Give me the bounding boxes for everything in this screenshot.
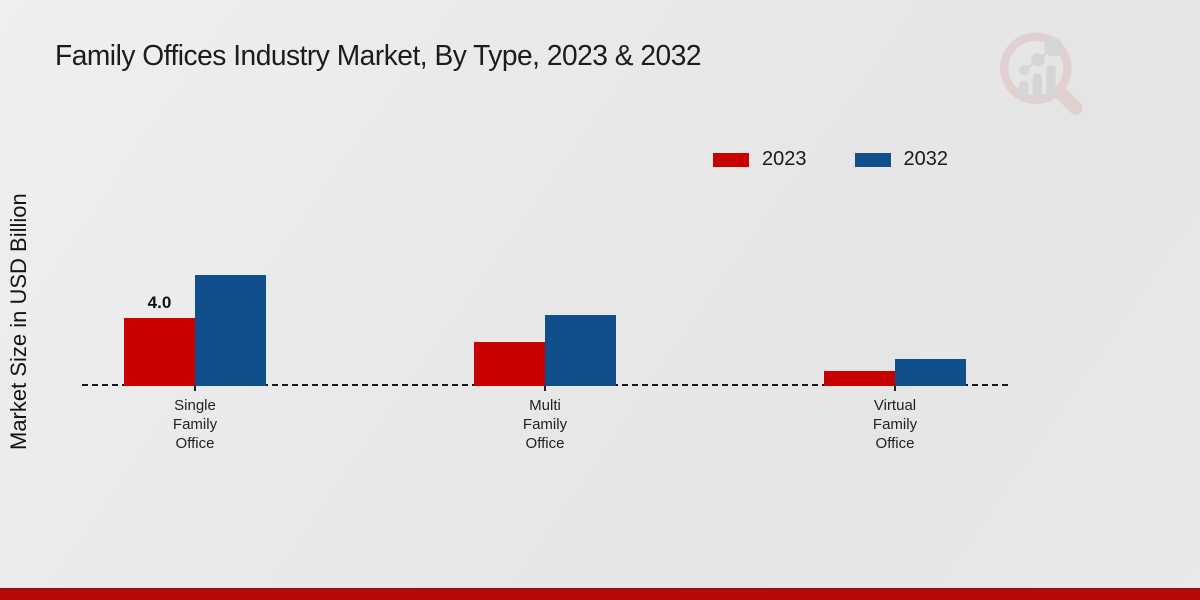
legend-item-2032: 2032	[854, 148, 949, 171]
legend-label-2032: 2032	[903, 148, 949, 170]
category-label-virtual-family-office: Virtual Family Office	[872, 397, 918, 452]
category-label-single-family-office: Single Family Office	[172, 397, 218, 452]
bar-2023-multi-family-office	[474, 342, 545, 386]
legend-item-2023: 2023	[713, 148, 807, 171]
bar-value-label: 4.0	[147, 293, 172, 312]
bar-2032-multi-family-office	[545, 315, 616, 386]
magnifier-bar-chart-logo-icon	[1000, 32, 1083, 115]
bar-2023-virtual-family-office	[824, 371, 895, 386]
x-axis-tick	[194, 386, 196, 391]
bar-2032-virtual-family-office	[895, 359, 966, 386]
bar-2023-single-family-office: 4.0	[124, 293, 195, 386]
bar-group-multi-family-office	[474, 315, 616, 386]
legend-label-2023: 2023	[762, 148, 807, 170]
chart-legend: 2023 2032	[713, 148, 948, 171]
x-axis-tick	[894, 386, 896, 391]
x-axis-tick	[544, 386, 546, 391]
bar-2032-single-family-office	[195, 275, 266, 386]
legend-swatch-2023	[713, 152, 749, 167]
chart-title: Family Offices Industry Market, By Type,…	[55, 40, 702, 72]
bottom-accent-stripe	[0, 588, 1200, 600]
bar-group-single-family-office: 4.0	[124, 275, 266, 386]
bar-group-virtual-family-office	[824, 359, 966, 386]
category-label-multi-family-office: Multi Family Office	[522, 397, 568, 452]
legend-swatch-2032	[854, 152, 891, 167]
